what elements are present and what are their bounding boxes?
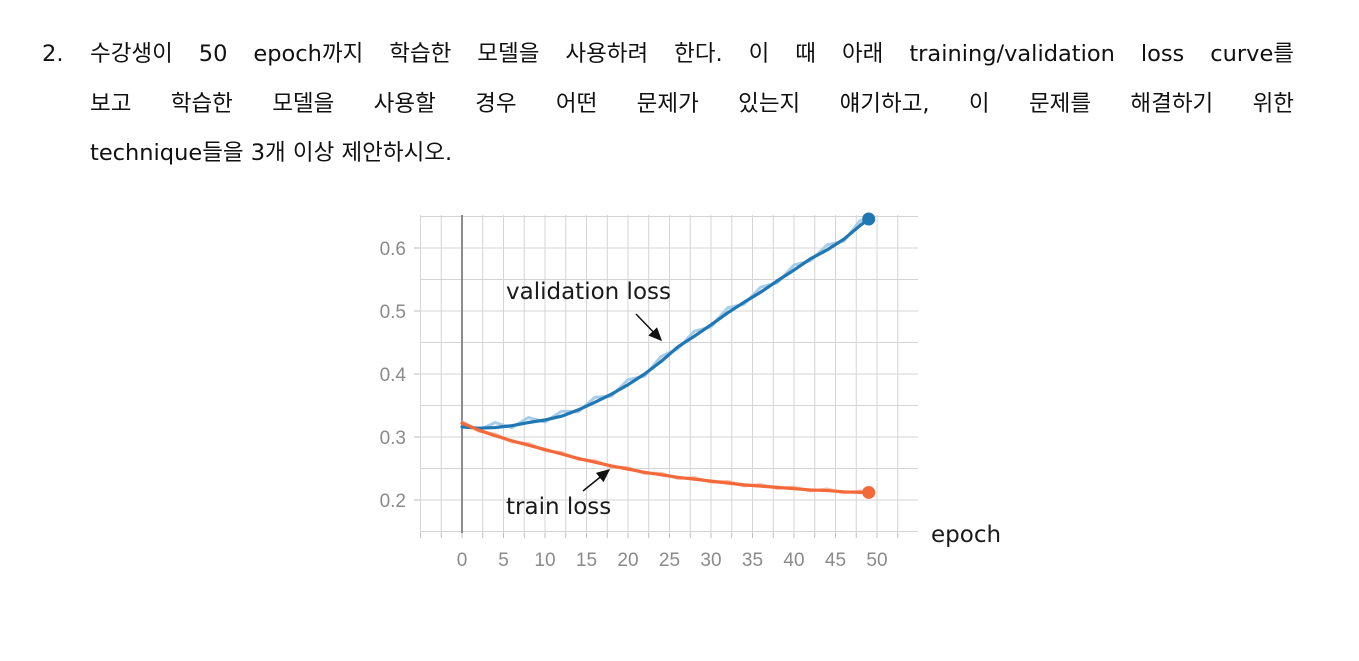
train-loss-raw-line (461, 420, 870, 495)
x-tick-label: 20 (617, 550, 638, 571)
x-tick-label: 25 (659, 550, 680, 571)
y-tick-label: 0.4 (380, 365, 407, 386)
y-tick-label: 0.2 (380, 491, 406, 512)
x-tick-label: 30 (700, 550, 721, 571)
validation-loss-end-point (862, 212, 876, 226)
validation-loss-raw-line (461, 218, 869, 432)
x-tick-label: 45 (825, 550, 846, 571)
validation-loss-annotation: validation loss (506, 279, 671, 305)
question-line-1: 수강생이 50 epoch까지 학습한 모델을 사용하려 한다. 이 때 아래 … (90, 41, 1294, 67)
y-tick-label: 0.6 (380, 239, 406, 260)
validation-loss-line (460, 217, 871, 430)
question-line-2: 보고 학습한 모델을 사용할 경우 어떤 문제가 있는지 얘기하고, 이 문제를… (90, 90, 1294, 117)
validation-loss-arrow (635, 313, 663, 342)
train-loss-line (460, 421, 871, 495)
x-tick-label: 40 (783, 550, 804, 571)
x-axis-label: epoch (931, 522, 1001, 548)
x-tick-label: 15 (576, 550, 597, 571)
train-loss-end-point (862, 485, 876, 499)
y-tick-label: 0.5 (380, 302, 406, 323)
question-number: 2. (42, 41, 64, 67)
x-tick-label: 5 (498, 550, 509, 571)
train-loss-annotation: train loss (506, 494, 611, 520)
x-tick-label: 35 (742, 550, 763, 571)
x-tick-label: 0 (457, 550, 468, 571)
question-line-3: technique들을 3개 이상 제안하시오. (90, 140, 453, 166)
x-tick-label: 10 (534, 550, 555, 571)
y-tick-label: 0.3 (380, 428, 406, 449)
x-tick-label: 50 (866, 550, 887, 571)
train-loss-arrow (582, 469, 611, 492)
